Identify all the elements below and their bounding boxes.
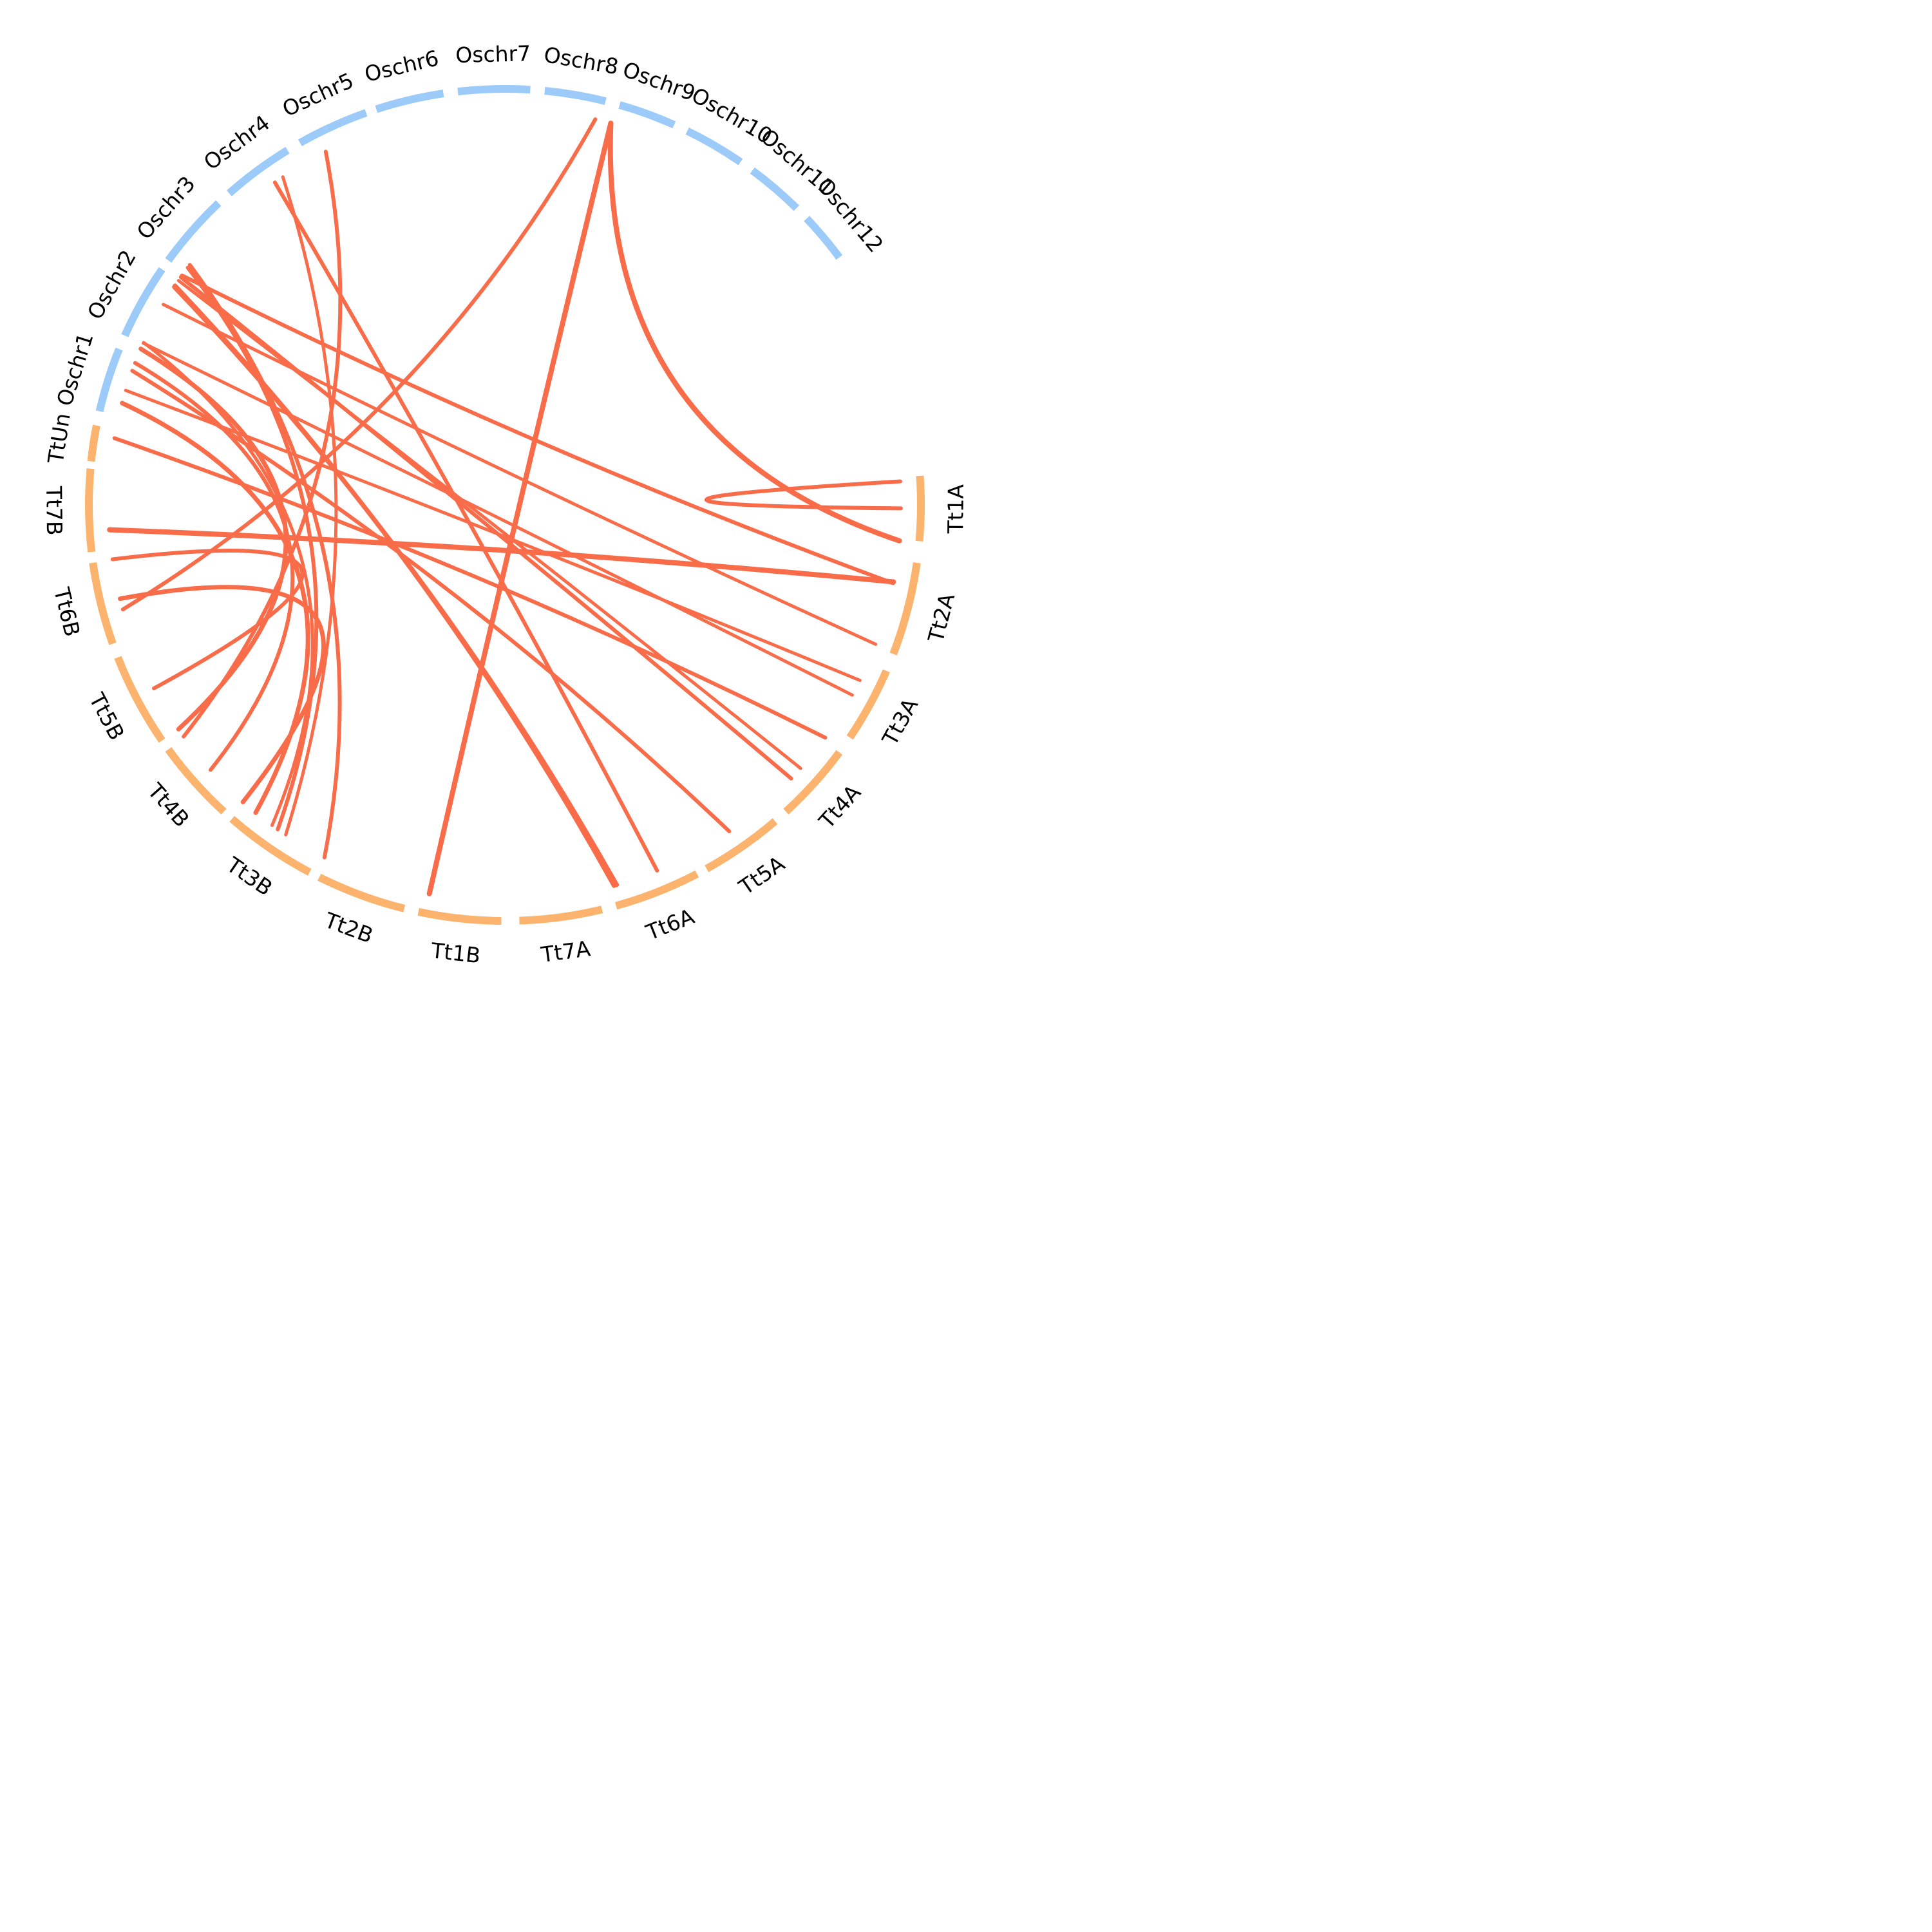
- label-tt5a: Tt5A: [734, 851, 790, 900]
- link-oschr4-tt6a: [173, 283, 616, 888]
- label-oschr12: Oschr12: [812, 173, 888, 258]
- segment-tt3a: [846, 669, 890, 740]
- label-oschr8: Oschr8: [542, 42, 621, 79]
- label-tt7a: Tt7A: [539, 936, 592, 967]
- segment-tt6a: [614, 870, 699, 910]
- label-tt2a: Tt2A: [923, 591, 960, 645]
- link-tt7b-tt2a: [107, 527, 896, 585]
- segment-oschr12: [804, 216, 843, 260]
- label-tt1a: Tt1A: [943, 484, 969, 534]
- label-oschr9: Oschr9: [620, 57, 699, 106]
- segment-oschr7: [457, 85, 531, 96]
- segment-tt2b: [317, 873, 406, 913]
- link-oschr6-tt4a: [178, 275, 793, 781]
- label-tt7b: Tt7B: [41, 486, 67, 536]
- label-tt6b: Tt6B: [49, 585, 85, 639]
- label-tt4b: Tt4B: [142, 778, 194, 832]
- link-oschr3-tt2a: [162, 303, 878, 646]
- segment-tt2a: [889, 562, 921, 656]
- segment-tt6b: [89, 562, 117, 645]
- segment-oschr1: [95, 347, 123, 413]
- segment-oschr4: [226, 147, 290, 196]
- label-tt5b: Tt5B: [84, 688, 129, 744]
- segment-oschr10: [685, 128, 743, 166]
- segment-tt5a: [705, 818, 778, 873]
- link-oschr4-tt2a: [180, 273, 895, 585]
- link-oschr3-tt5a: [130, 368, 732, 833]
- segment-tt1a: [915, 475, 925, 542]
- link-oschr1-tt3b: [187, 263, 342, 860]
- segment-oschr2: [121, 267, 166, 337]
- label-tt3a: Tt3A: [877, 694, 923, 750]
- link-oschr2-tt3a: [142, 341, 854, 697]
- label-tt6a: Tt6A: [642, 904, 698, 945]
- link-oschr2-tt7b: [133, 361, 295, 772]
- segment-oschr5: [298, 109, 368, 147]
- label-tt4a: Tt4A: [813, 780, 866, 834]
- label-oschr1: Oschr1: [52, 330, 98, 409]
- label-oschr6: Oschr6: [362, 45, 441, 87]
- label-tt1b: Tt1B: [430, 938, 482, 968]
- link-oschr2-tt5b: [138, 346, 289, 732]
- segment-oschr3: [165, 200, 222, 263]
- segment-tt7a: [519, 905, 603, 925]
- label-ttun: TtUn: [43, 412, 75, 466]
- link-oschr10-tt1a: [607, 120, 902, 544]
- segment-oschr6: [375, 90, 444, 113]
- label-oschr7: Oschr7: [455, 41, 531, 68]
- segment-tt5b: [114, 656, 166, 743]
- segment-tt4a: [783, 750, 843, 815]
- segment-oschr9: [618, 101, 676, 129]
- segment-oschr8: [544, 87, 607, 106]
- chromosome-segments: [85, 85, 925, 925]
- link-oschr8-tt6b: [120, 117, 598, 612]
- link-tt7b-tt5b: [110, 548, 305, 690]
- segment-tt3b: [229, 815, 312, 876]
- segment-tt7b: [85, 468, 96, 553]
- link-oschr1-tt3b: [185, 265, 319, 831]
- synteny-links: [107, 117, 903, 896]
- segment-ttun: [87, 424, 100, 462]
- link-oschr5-tt6a: [272, 180, 659, 873]
- label-oschr5: Oschr5: [278, 68, 357, 122]
- label-tt2b: Tt2B: [321, 907, 376, 949]
- link-tt1a-tt1a: [705, 479, 903, 511]
- label-tt3b: Tt3B: [222, 852, 277, 901]
- segment-tt4b: [165, 747, 227, 815]
- segment-oschr11: [750, 167, 800, 211]
- link-tt7b-tt4b: [118, 585, 326, 804]
- link-oschr3-tt4a: [176, 279, 802, 770]
- link-oschr10-tt1b: [426, 120, 614, 896]
- link-oschr6-tt4b: [182, 149, 343, 739]
- link-ttun-tt4a: [112, 436, 828, 740]
- segment-tt1b: [417, 908, 502, 925]
